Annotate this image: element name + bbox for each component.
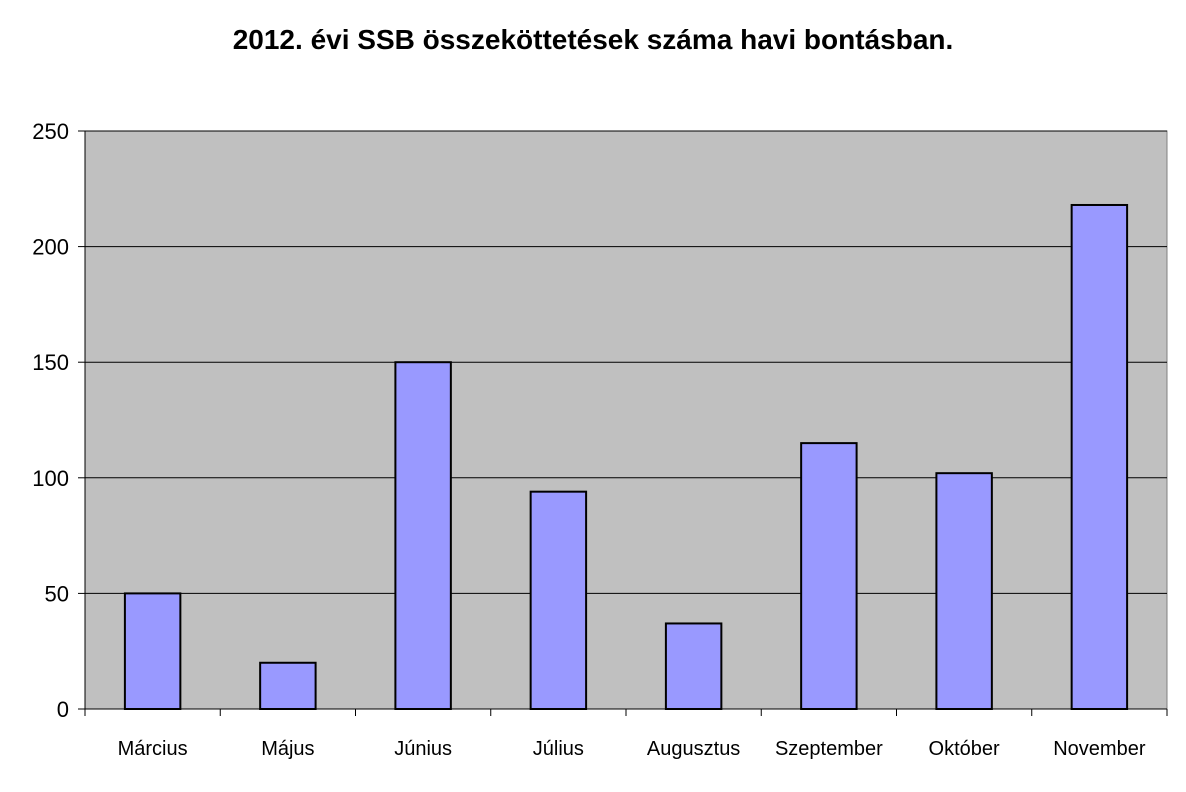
x-category-label: Október [929, 738, 1000, 760]
x-category-label: November [1053, 738, 1146, 760]
bar [800, 442, 858, 710]
x-category-label: Július [533, 738, 584, 760]
axis-labels: 0 50 100 150 200 250 Március Május Június Július A… [32, 119, 1146, 760]
y-tick-label: 200 [32, 235, 69, 260]
y-tick-label: 100 [32, 466, 69, 491]
x-category-label: Május [261, 738, 314, 760]
axes [78, 130, 1168, 716]
y-tick-label: 50 [45, 581, 69, 606]
y-tick-label: 0 [57, 697, 69, 722]
plot-area [84, 130, 1168, 710]
x-category-label: Június [394, 738, 452, 760]
bar [1070, 203, 1129, 710]
x-category-label: Augusztus [647, 738, 740, 760]
y-tick-label: 150 [32, 350, 69, 375]
bars [123, 203, 1129, 711]
bar [664, 622, 723, 710]
bar [935, 472, 993, 710]
bar [259, 661, 317, 711]
x-category-label: Március [118, 738, 188, 760]
bar [123, 592, 182, 711]
bar [529, 490, 588, 710]
x-category-label: Szeptember [775, 738, 883, 760]
chart-title: 2012. évi SSB összeköttetések száma havi… [232, 24, 954, 55]
y-tick-label: 250 [32, 119, 69, 144]
bar [394, 361, 452, 710]
